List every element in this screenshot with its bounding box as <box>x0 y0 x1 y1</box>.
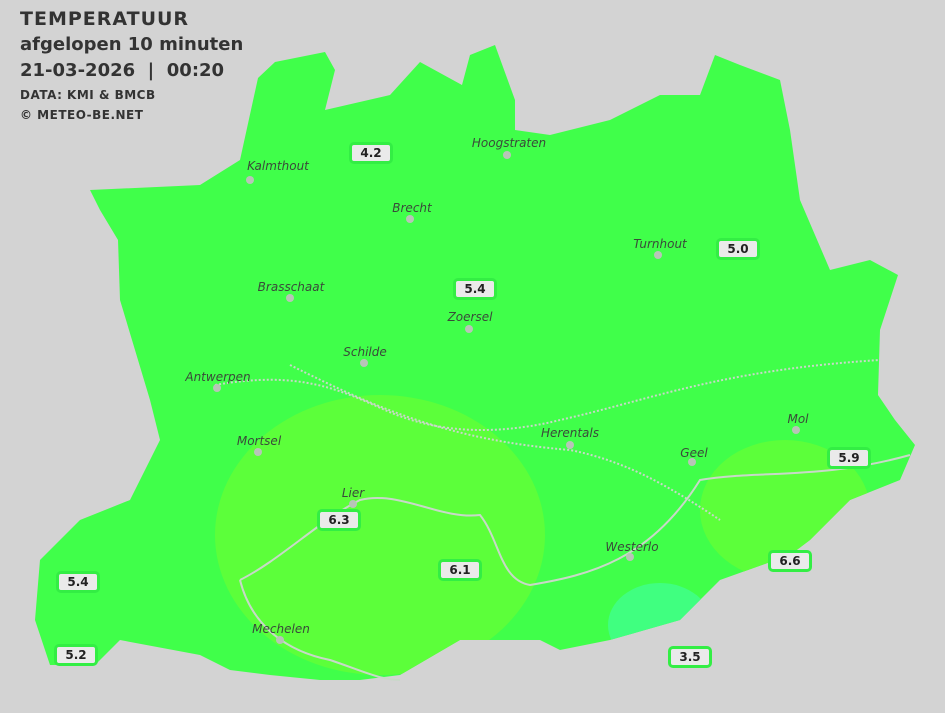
map-subtitle: afgelopen 10 minuten <box>20 34 244 55</box>
station-reading[interactable]: 5.0 <box>716 238 760 260</box>
city-label: Mechelen <box>252 622 310 636</box>
copyright: © METEO-BE.NET <box>20 108 144 122</box>
city-label: Brasschaat <box>257 280 325 294</box>
city-dot <box>286 294 294 302</box>
city-dot <box>406 215 414 223</box>
city-dot <box>254 448 262 456</box>
station-reading[interactable]: 5.2 <box>54 644 98 666</box>
city-dot <box>213 384 221 392</box>
station-reading[interactable]: 5.4 <box>56 571 100 593</box>
city-label: Geel <box>680 446 708 460</box>
city-dot <box>360 359 368 367</box>
city-dot <box>503 151 511 159</box>
city-label: Antwerpen <box>185 370 251 384</box>
city-label: Westerlo <box>605 540 659 554</box>
station-reading[interactable]: 6.6 <box>768 550 812 572</box>
city-label: Mortsel <box>236 434 282 448</box>
data-source: DATA: KMI & BMCB <box>20 88 156 102</box>
map-title: TEMPERATUUR <box>20 8 190 30</box>
city-label: Kalmthout <box>247 159 309 173</box>
city-label: Lier <box>341 486 365 500</box>
city-dot <box>566 441 574 449</box>
city-dot <box>792 426 800 434</box>
city-label: Brecht <box>392 201 432 215</box>
city-dot <box>465 325 473 333</box>
city-label: Zoersel <box>447 310 493 324</box>
city-dot <box>276 636 284 644</box>
station-reading[interactable]: 5.4 <box>453 278 497 300</box>
station-reading[interactable]: 6.1 <box>438 559 482 581</box>
city-label: Herentals <box>541 426 599 440</box>
map-datetime: 21-03-2026 | 00:20 <box>20 60 225 81</box>
city-dot <box>349 500 357 508</box>
city-label: Turnhout <box>633 237 687 251</box>
station-reading[interactable]: 3.5 <box>668 646 712 668</box>
city-label: Schilde <box>343 345 387 359</box>
city-dot <box>246 176 254 184</box>
temperature-zone-warm <box>215 395 545 675</box>
city-label: Hoogstraten <box>471 136 547 150</box>
station-reading[interactable]: 6.3 <box>317 509 361 531</box>
city-dot <box>654 251 662 259</box>
city-label: Mol <box>787 412 809 426</box>
station-reading[interactable]: 5.9 <box>827 447 871 469</box>
rivers-canals <box>214 359 911 681</box>
city-dot <box>626 553 634 561</box>
city-dot <box>688 458 696 466</box>
station-reading[interactable]: 4.2 <box>349 142 393 164</box>
